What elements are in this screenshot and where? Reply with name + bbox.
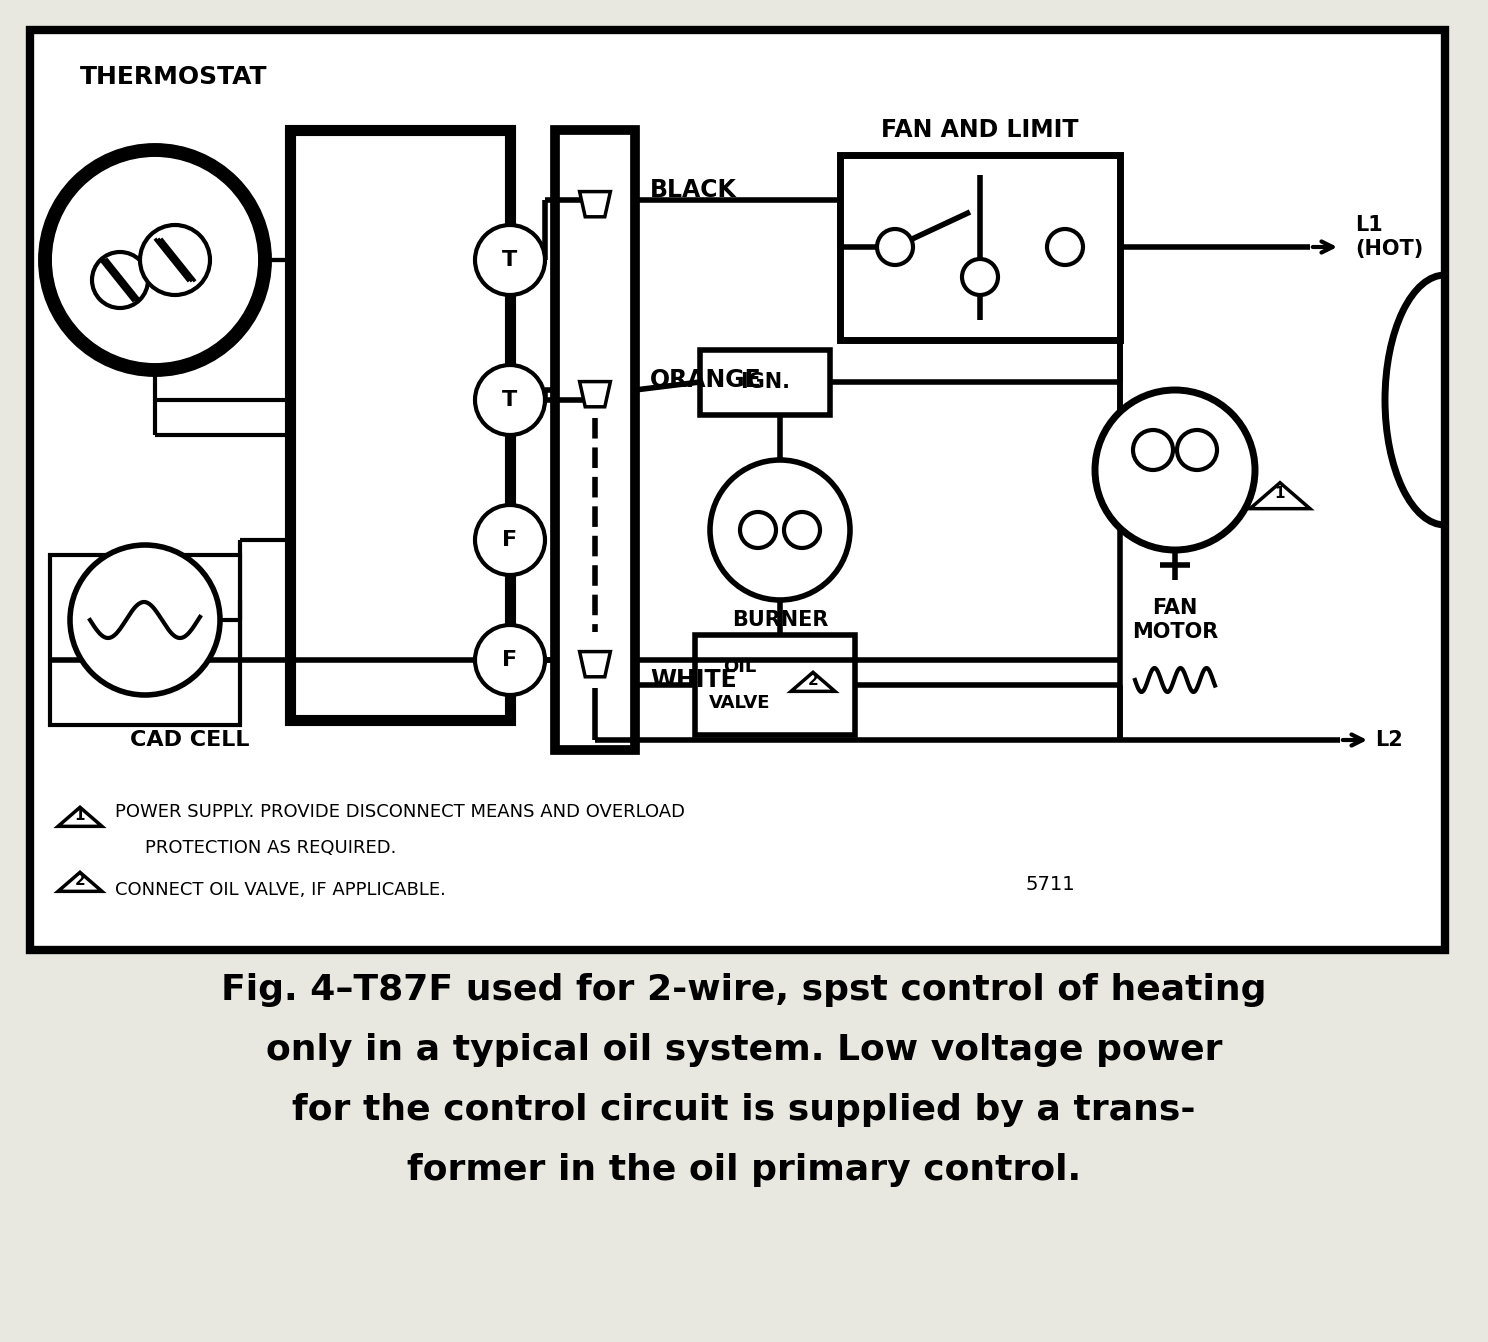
Polygon shape xyxy=(580,381,610,407)
Text: 1: 1 xyxy=(1275,486,1286,501)
Circle shape xyxy=(475,365,545,435)
Circle shape xyxy=(45,150,265,370)
Polygon shape xyxy=(792,672,835,691)
Text: 1: 1 xyxy=(74,808,85,823)
Circle shape xyxy=(92,252,147,309)
Bar xyxy=(555,130,635,750)
Text: 5711: 5711 xyxy=(1025,875,1074,895)
Polygon shape xyxy=(58,872,103,891)
Polygon shape xyxy=(580,652,610,676)
Text: ORANGE: ORANGE xyxy=(650,368,762,392)
Circle shape xyxy=(963,259,998,295)
Polygon shape xyxy=(1250,483,1309,509)
Text: PROTECTION AS REQUIRED.: PROTECTION AS REQUIRED. xyxy=(144,839,396,858)
Text: VALVE: VALVE xyxy=(710,694,771,713)
Text: for the control circuit is supplied by a trans-: for the control circuit is supplied by a… xyxy=(292,1092,1196,1127)
Circle shape xyxy=(710,460,850,600)
Text: 2: 2 xyxy=(74,872,85,888)
Polygon shape xyxy=(58,808,103,827)
Circle shape xyxy=(1132,429,1173,470)
Text: FAN
MOTOR: FAN MOTOR xyxy=(1132,599,1219,641)
Text: only in a typical oil system. Low voltage power: only in a typical oil system. Low voltag… xyxy=(266,1033,1222,1067)
Text: BURNER: BURNER xyxy=(732,611,829,629)
Text: CAD CELL: CAD CELL xyxy=(129,730,250,750)
Circle shape xyxy=(475,505,545,574)
Text: L2: L2 xyxy=(1375,730,1403,750)
Text: CONNECT OIL VALVE, IF APPLICABLE.: CONNECT OIL VALVE, IF APPLICABLE. xyxy=(115,880,446,899)
Text: WHITE: WHITE xyxy=(650,668,737,692)
Circle shape xyxy=(1095,391,1254,550)
Text: T: T xyxy=(503,391,518,411)
Bar xyxy=(841,154,1120,340)
Circle shape xyxy=(475,225,545,295)
Bar xyxy=(699,350,830,415)
Text: THERMOSTAT: THERMOSTAT xyxy=(80,64,268,89)
Text: F: F xyxy=(503,650,518,670)
Circle shape xyxy=(1177,429,1217,470)
Text: former in the oil primary control.: former in the oil primary control. xyxy=(406,1153,1082,1188)
Circle shape xyxy=(740,513,777,548)
Text: OIL: OIL xyxy=(723,658,756,676)
Text: IGN.: IGN. xyxy=(740,372,790,392)
Text: BLACK: BLACK xyxy=(650,178,737,203)
Bar xyxy=(290,130,510,721)
Circle shape xyxy=(876,229,914,264)
Bar xyxy=(695,635,856,735)
Circle shape xyxy=(1048,229,1083,264)
Text: FAN AND LIMIT: FAN AND LIMIT xyxy=(881,118,1079,142)
Bar xyxy=(30,30,1445,950)
Circle shape xyxy=(475,625,545,695)
Text: Fig. 4–T87F used for 2-wire, spst control of heating: Fig. 4–T87F used for 2-wire, spst contro… xyxy=(222,973,1266,1006)
Text: L1
(HOT): L1 (HOT) xyxy=(1356,216,1423,259)
Polygon shape xyxy=(580,192,610,217)
Circle shape xyxy=(70,545,220,695)
Text: 2: 2 xyxy=(808,672,818,688)
Text: F: F xyxy=(503,530,518,550)
Text: POWER SUPPLY. PROVIDE DISCONNECT MEANS AND OVERLOAD: POWER SUPPLY. PROVIDE DISCONNECT MEANS A… xyxy=(115,803,684,821)
Bar xyxy=(51,556,240,725)
Text: T: T xyxy=(503,250,518,270)
Circle shape xyxy=(784,513,820,548)
Circle shape xyxy=(140,225,210,295)
